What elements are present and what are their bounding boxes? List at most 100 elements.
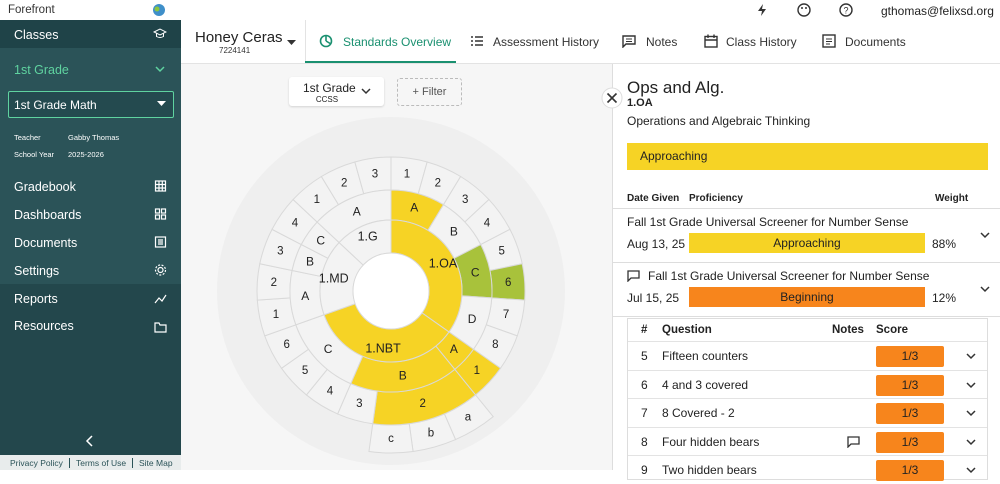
chevron-path — [966, 438, 976, 445]
palette-icon[interactable] — [797, 3, 811, 17]
teacher-label: Teacher — [14, 133, 41, 142]
help-icon[interactable]: ? — [839, 3, 853, 17]
score: 1/3 — [876, 431, 944, 453]
nav-item[interactable]: Resources — [14, 319, 74, 333]
chevron-path — [966, 410, 976, 417]
course-label[interactable]: 1st Grade Math — [14, 98, 97, 112]
filter-grade[interactable]: 1st Grade — [303, 81, 356, 95]
segment-label: 1 — [474, 365, 480, 377]
segment-label: B — [306, 254, 314, 268]
year-value: 2025-2026 — [68, 150, 104, 159]
brand: Forefront — [8, 4, 55, 16]
expand-chevron[interactable] — [966, 381, 976, 389]
nav-item[interactable]: Reports — [14, 292, 58, 306]
footer-link[interactable]: Terms of Use — [69, 458, 126, 468]
segment-label: c — [388, 433, 394, 445]
detail-title: Ops and Alg. — [627, 78, 725, 97]
caret[interactable] — [287, 40, 296, 46]
question-num: 8 — [641, 434, 648, 449]
divider — [613, 262, 1000, 263]
flash-icon[interactable] — [756, 3, 768, 17]
year-label: School Year — [14, 150, 55, 159]
tab-icon — [622, 35, 636, 48]
segment-label: 7 — [503, 309, 509, 321]
footer-link[interactable]: Privacy Policy — [10, 458, 63, 468]
segment-label: 3 — [372, 169, 378, 181]
nav-item[interactable]: Dashboards — [14, 208, 82, 222]
assessment-weight: 88% — [932, 237, 957, 251]
course-select[interactable] — [8, 91, 174, 118]
segment-label: B — [399, 368, 407, 382]
divider — [613, 316, 1000, 317]
tab-icon — [319, 34, 333, 48]
question-text: Fifteen counters — [662, 349, 749, 363]
footer — [0, 455, 181, 470]
expand-chevron[interactable] — [966, 438, 976, 446]
segment-label: 2 — [435, 177, 441, 189]
column-header: Weight — [935, 193, 969, 204]
question-text: 8 Covered - 2 — [662, 406, 735, 420]
collapse[interactable] — [85, 435, 95, 447]
chevron — [361, 88, 371, 95]
segment-label: A — [353, 204, 361, 218]
svg-text:?: ? — [843, 6, 848, 16]
chevron — [155, 66, 165, 73]
expand-chevron[interactable] — [980, 232, 990, 239]
footer-link[interactable]: Site Map — [132, 458, 173, 468]
tab[interactable]: Standards Overview — [343, 35, 452, 49]
cap-icon — [153, 28, 167, 38]
segment-label: 6 — [283, 339, 289, 351]
segment-label: 1 — [404, 169, 410, 181]
segment-label: 2 — [341, 177, 347, 189]
segment-label: A — [410, 200, 418, 214]
divider — [613, 208, 1000, 209]
expand-chevron[interactable] — [966, 353, 976, 360]
student-name[interactable]: Honey Ceras — [195, 29, 283, 46]
proficiency-bar: Beginning — [689, 287, 925, 307]
close-button[interactable] — [601, 87, 623, 109]
segment-label: 1.OA — [429, 256, 458, 270]
classes-header[interactable] — [0, 20, 181, 48]
segment-label: 4 — [327, 385, 334, 397]
q-column: # — [641, 324, 648, 336]
grade-label[interactable]: 1st Grade — [14, 63, 69, 77]
assessment-name: Fall 1st Grade Universal Screener for Nu… — [627, 215, 909, 229]
score: 1/3 — [876, 403, 944, 424]
segment-label: C — [324, 342, 333, 356]
notes-icon[interactable] — [847, 435, 860, 448]
segment-label: 6 — [505, 277, 511, 289]
chevron-path — [966, 353, 976, 360]
assessment-date: Jul 15, 25 — [627, 291, 680, 305]
expand-chevron[interactable] — [966, 410, 976, 417]
proficiency-bar: Approaching — [689, 233, 925, 253]
segment-label: 4 — [484, 217, 491, 229]
status-bar: Approaching — [627, 143, 988, 170]
nav-item[interactable]: Documents — [14, 236, 78, 250]
tab[interactable]: Class History — [726, 35, 797, 49]
chevron-path — [966, 467, 976, 474]
question-num: 7 — [641, 406, 648, 420]
nav-item[interactable]: Gradebook — [14, 180, 76, 194]
tab[interactable]: Notes — [646, 35, 678, 49]
tab-icon — [704, 34, 718, 48]
tab[interactable]: Documents — [845, 35, 906, 49]
divider — [305, 20, 306, 63]
chevron-path — [980, 286, 990, 293]
classes-label[interactable]: Classes — [14, 28, 59, 42]
add-filter[interactable]: + Filter — [397, 78, 462, 106]
tab-icon — [471, 36, 483, 46]
wheel-hole — [352, 252, 430, 330]
filter-framework: CCSS — [315, 95, 339, 104]
segment-label: 1 — [314, 194, 320, 206]
segment-label: 1.NBT — [365, 341, 401, 355]
nav-icons — [154, 180, 167, 333]
teacher-name: Gabby Thomas — [68, 133, 120, 142]
question-row: 5 Fifteen counters 1/3 — [628, 341, 987, 370]
score: 1/3 — [876, 346, 944, 367]
tab[interactable]: Assessment History — [493, 35, 600, 49]
user-email[interactable]: gthomas@felixsd.org — [881, 4, 994, 18]
nav-item[interactable]: Settings — [14, 264, 60, 278]
expand-chevron[interactable] — [980, 286, 990, 293]
expand-chevron[interactable] — [966, 467, 976, 474]
sidebar-lower — [0, 284, 181, 455]
